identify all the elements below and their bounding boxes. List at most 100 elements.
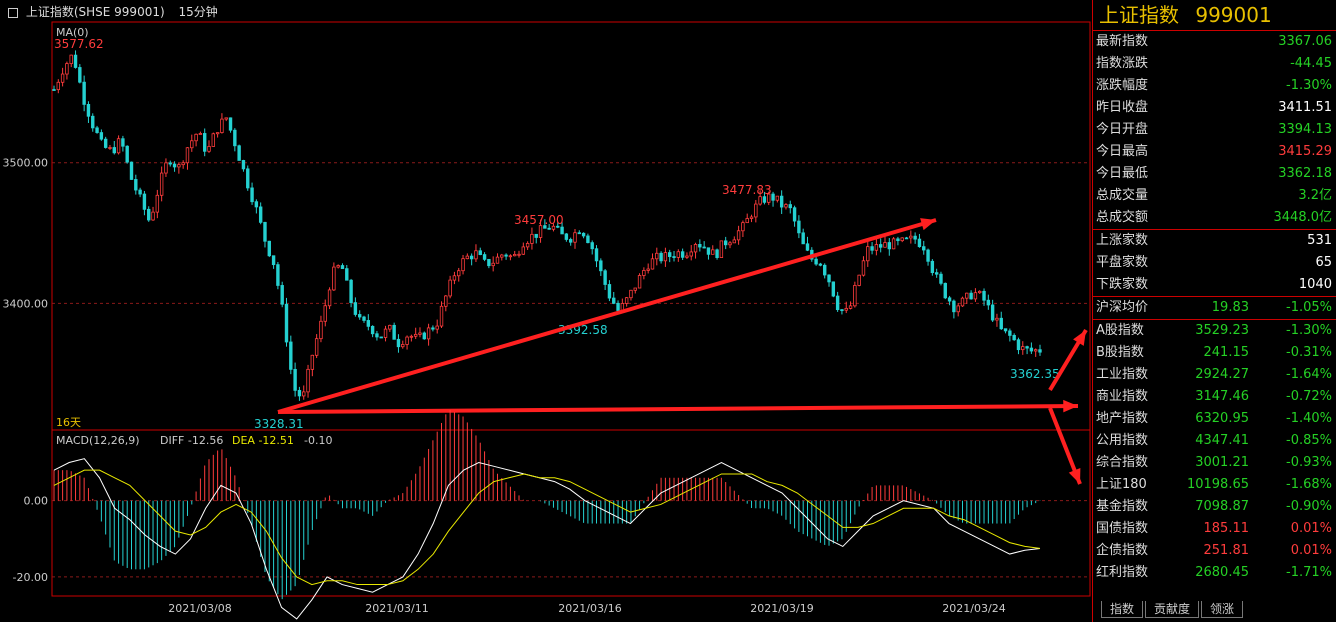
candle-body xyxy=(978,290,982,294)
period-label[interactable]: 15分钟 xyxy=(178,5,218,19)
candle-body xyxy=(762,196,767,203)
candle-body xyxy=(474,250,478,260)
candle-body xyxy=(513,254,517,257)
macd-dea-label: DEA -12.51 xyxy=(232,434,294,447)
quote-row[interactable]: 涨跌幅度 -1.30% xyxy=(1093,75,1336,97)
candle-body xyxy=(405,336,409,345)
candle-body xyxy=(422,332,426,340)
candle-body xyxy=(934,272,939,275)
candle-body xyxy=(478,250,482,255)
index-row[interactable]: 基金指数 7098.87 -0.90% xyxy=(1093,496,1336,518)
index-label: 商业指数 xyxy=(1096,389,1149,404)
index-row[interactable]: 上证180 10198.65 -1.68% xyxy=(1093,474,1336,496)
candle-body xyxy=(435,325,439,330)
candle-body xyxy=(82,81,86,105)
candle-body xyxy=(719,240,724,258)
price-annotation: 3362.35 xyxy=(1010,367,1060,381)
candle-body xyxy=(952,300,956,313)
index-row[interactable]: 国债指数 185.11 0.01% xyxy=(1093,518,1336,540)
panel-tab[interactable]: 领涨 xyxy=(1201,601,1244,618)
index-row[interactable]: A股指数 3529.23 -1.30% xyxy=(1093,320,1336,342)
candle-body xyxy=(525,243,530,248)
index-row[interactable]: B股指数 241.15 -0.31% xyxy=(1093,342,1336,364)
avg-price-change: -1.05% xyxy=(1286,300,1332,315)
candle-body xyxy=(655,252,659,260)
candle-body xyxy=(258,206,263,223)
symbol-title: 上证指数(SHSE 999001) xyxy=(25,5,165,19)
candle-body xyxy=(930,260,935,274)
candle-body xyxy=(556,225,560,228)
index-row[interactable]: 地产指数 6320.95 -1.40% xyxy=(1093,408,1336,430)
panel-tab[interactable]: 贡献度 xyxy=(1145,601,1200,618)
macd-diff-label: DIFF -12.56 xyxy=(160,434,223,447)
chart-area[interactable]: 3500.00 3400.00 0.00 -20.00 3577.62 3457.00 34… xyxy=(0,0,1092,622)
index-row[interactable]: 综合指数 3001.21 -0.93% xyxy=(1093,452,1336,474)
quote-value: 3448.0亿 xyxy=(1273,210,1333,225)
avg-price-value: 19.83 xyxy=(1211,300,1249,315)
index-row[interactable]: 商业指数 3147.46 -0.72% xyxy=(1093,386,1336,408)
candle-body xyxy=(646,268,650,271)
candle-body xyxy=(594,248,599,262)
candle-body xyxy=(874,244,879,251)
index-label: A股指数 xyxy=(1096,323,1144,338)
candle-body xyxy=(396,338,401,348)
breadth-row[interactable]: 平盘家数 65 xyxy=(1093,252,1336,274)
quote-row[interactable]: 最新指数 3367.06 xyxy=(1093,31,1336,53)
candle-body xyxy=(358,314,362,318)
candle-body xyxy=(99,132,104,140)
candle-body xyxy=(547,227,551,230)
breadth-row[interactable]: 下跌家数 1040 xyxy=(1093,274,1336,296)
quote-row[interactable]: 今日最低 3362.18 xyxy=(1093,163,1336,185)
candle-body xyxy=(332,266,336,291)
candle-body xyxy=(629,289,633,299)
candle-body xyxy=(142,193,147,210)
candle-body xyxy=(302,391,306,397)
quote-label: 涨跌幅度 xyxy=(1096,78,1149,93)
index-row[interactable]: 企债指数 251.81 0.01% xyxy=(1093,540,1336,562)
candle-body xyxy=(672,256,676,258)
candle-body xyxy=(999,317,1003,330)
candle-body xyxy=(164,162,168,174)
candle-body xyxy=(116,138,121,154)
trend-arrow-line xyxy=(277,218,937,414)
quote-value: -1.30% xyxy=(1286,78,1332,93)
index-label: 基金指数 xyxy=(1096,499,1149,514)
candle-body xyxy=(663,252,668,262)
candle-body xyxy=(250,187,254,203)
candle-body xyxy=(577,232,581,235)
candle-body xyxy=(366,320,371,327)
trend-arrow-head xyxy=(1073,330,1086,346)
quote-row[interactable]: 昨日收盘 3411.51 xyxy=(1093,97,1336,119)
index-price: 4347.41 xyxy=(1195,433,1249,448)
index-change: -0.31% xyxy=(1286,345,1332,360)
panel-tabs: 指数 贡献度 领涨 xyxy=(1101,601,1245,618)
candle-body xyxy=(866,246,870,262)
index-row[interactable]: 工业指数 2924.27 -1.64% xyxy=(1093,364,1336,386)
breadth-row[interactable]: 上涨家数 531 xyxy=(1093,230,1336,252)
quote-group: 最新指数 3367.06 指数涨跌 -44.45 涨跌幅度 -1.30% 昨日收盘 3411.… xyxy=(1093,31,1336,230)
candle-body xyxy=(840,309,844,312)
quote-row[interactable]: 指数涨跌 -44.45 xyxy=(1093,53,1336,75)
breadth-label: 下跌家数 xyxy=(1096,277,1149,292)
quote-row[interactable]: 总成交量 3.2亿 xyxy=(1093,185,1336,207)
candle-body xyxy=(904,237,909,240)
candle-body xyxy=(181,162,185,166)
candle-body xyxy=(237,145,241,161)
candle-body xyxy=(353,302,358,315)
candle-body xyxy=(314,338,319,356)
candle-body xyxy=(676,251,681,258)
index-change: 0.01% xyxy=(1290,543,1332,558)
index-label: 地产指数 xyxy=(1096,411,1149,426)
avg-price-label: 沪深均价 xyxy=(1096,300,1149,315)
candle-body xyxy=(853,285,857,307)
candle-body xyxy=(1008,330,1012,336)
index-row[interactable]: 红利指数 2680.45 -1.71% xyxy=(1093,562,1336,584)
panel-tab[interactable]: 指数 xyxy=(1101,601,1144,618)
menu-square-icon[interactable] xyxy=(8,7,18,18)
quote-row[interactable]: 总成交额 3448.0亿 xyxy=(1093,207,1336,229)
quote-row[interactable]: 今日最高 3415.29 xyxy=(1093,141,1336,163)
candle-body xyxy=(491,262,495,267)
quote-row[interactable]: 今日开盘 3394.13 xyxy=(1093,119,1336,141)
index-row[interactable]: 公用指数 4347.41 -0.85% xyxy=(1093,430,1336,452)
avg-price-group: 沪深均价 19.83 -1.05% xyxy=(1093,297,1336,320)
